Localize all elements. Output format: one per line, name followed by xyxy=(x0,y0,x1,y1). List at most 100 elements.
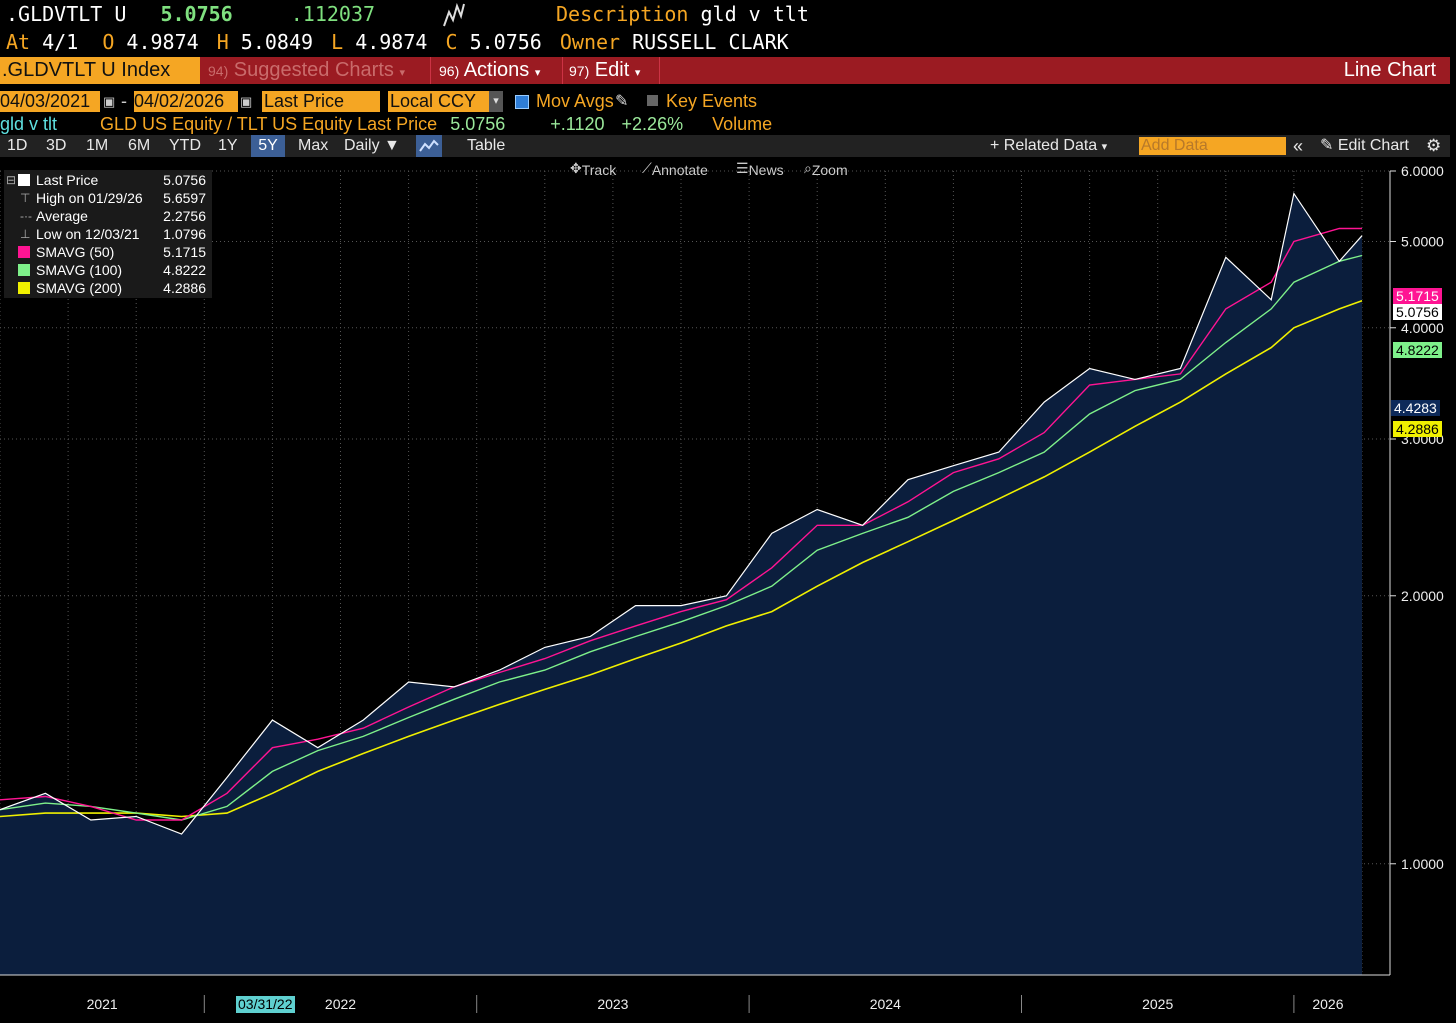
open-value: 4.9874 xyxy=(126,30,199,54)
calendar-icon[interactable]: ▣ xyxy=(103,94,116,109)
track-tool[interactable]: ✥ Track xyxy=(570,160,617,178)
period-3d[interactable]: 3D xyxy=(46,137,67,154)
chevron-down-icon: ▾ xyxy=(1101,141,1108,153)
news-label: News xyxy=(748,162,784,178)
edit-chart-label: Edit Chart xyxy=(1337,137,1409,154)
currency-select[interactable]: Local CCY xyxy=(388,91,490,112)
close-value: 5.0756 xyxy=(469,30,542,54)
edit-label: Edit xyxy=(594,59,630,81)
collapse-icon[interactable]: « xyxy=(1293,136,1304,156)
start-date-input[interactable]: 04/03/2021 xyxy=(0,91,100,112)
suggested-charts-menu[interactable]: 94) Suggested Charts ▾ xyxy=(202,57,430,84)
sma50-line xyxy=(0,227,1362,821)
legend-sma50: SMAVG (50) 5.1715 xyxy=(4,243,212,261)
legend-label: Low on 12/03/21 xyxy=(36,226,140,242)
description-value: gld v tlt xyxy=(700,2,809,26)
last-price-flag: 5.0756 xyxy=(1393,304,1442,320)
period-ytd[interactable]: YTD xyxy=(169,137,201,154)
crosshair-flag: 4.4283 xyxy=(1391,400,1440,416)
edit-chart-button[interactable]: ✎ Edit Chart xyxy=(1320,135,1409,157)
frequency-label: Daily xyxy=(344,137,380,154)
chart-toolbar: 1D 3D 1M 6M YTD 1Y 5Y Max Daily ▼ Table … xyxy=(0,135,1450,157)
field-select[interactable]: Last Price xyxy=(262,91,380,112)
annotate-tool[interactable]: ⟋ Annotate xyxy=(642,160,708,178)
legend-sma200: SMAVG (200) 4.2886 xyxy=(4,279,212,297)
legend-swatch xyxy=(18,246,30,258)
expand-icon[interactable]: ⊟ xyxy=(6,173,17,187)
y-tick-label: 1.0000 xyxy=(1401,856,1444,872)
chevron-down-icon[interactable]: ▾ xyxy=(489,91,503,112)
cursor-date-flag: 03/31/22 xyxy=(236,996,295,1013)
legend-value: 5.0756 xyxy=(163,172,206,188)
suggested-label: Suggested Charts xyxy=(233,59,394,81)
key-events-checkbox[interactable] xyxy=(647,95,658,106)
owner-label: Owner xyxy=(559,30,621,54)
actions-menu[interactable]: 96) Actions ▾ xyxy=(430,57,565,84)
chevron-down-icon: ▾ xyxy=(634,67,641,79)
price-line xyxy=(0,192,1363,835)
legend-label: High on 01/29/26 xyxy=(36,190,143,206)
track-label: Track xyxy=(581,162,617,178)
series-description: GLD US Equity / TLT US Equity Last Price xyxy=(100,114,438,134)
news-tool[interactable]: ☰ News xyxy=(736,160,784,178)
menu-bar: .GLDVTLT U Index 94) Suggested Charts ▾ … xyxy=(0,57,1450,84)
legend-swatch xyxy=(18,174,30,186)
legend-value: 2.2756 xyxy=(163,208,206,224)
price-area xyxy=(0,193,1362,976)
period-1y[interactable]: 1Y xyxy=(218,137,238,154)
legend-value: 4.8222 xyxy=(163,262,206,278)
period-5y[interactable]: 5Y xyxy=(251,135,285,157)
period-6m[interactable]: 6M xyxy=(128,137,151,154)
frequency-select[interactable]: Daily ▼ xyxy=(344,135,400,157)
period-1d[interactable]: 1D xyxy=(7,137,28,154)
mov-avgs-checkbox[interactable] xyxy=(515,95,529,109)
legend-average: -·- Average 2.2756 xyxy=(4,207,212,225)
legend-high: ⊤ High on 01/29/26 5.6597 xyxy=(4,189,212,207)
mini-chart-icon xyxy=(443,2,465,27)
ticker: .GLDVTLT U xyxy=(6,2,127,26)
series-change-pct: +2.26% xyxy=(621,114,684,134)
open-label: O xyxy=(102,30,115,54)
pencil-icon[interactable]: ✎ xyxy=(615,93,629,110)
legend-label: Last Price xyxy=(36,172,99,188)
x-tick-label: 2022 xyxy=(325,996,356,1012)
zoom-tool[interactable]: ⌕ Zoom xyxy=(804,160,848,178)
owner-value: RUSSELL CLARK xyxy=(632,30,789,54)
series-name: gld v tlt xyxy=(0,114,58,134)
y-tick-label: 5.0000 xyxy=(1401,233,1444,249)
legend-swatch xyxy=(18,264,30,276)
x-tick-label: 2025 xyxy=(1142,996,1173,1012)
date-separator: - xyxy=(121,91,127,111)
low-label: L xyxy=(331,30,344,54)
period-1m[interactable]: 1M xyxy=(86,137,109,154)
legend-label: SMAVG (50) xyxy=(36,244,115,260)
chart-legend: ⊟ Last Price 5.0756 ⊤ High on 01/29/26 5… xyxy=(4,170,212,298)
related-data-menu[interactable]: + Related Data ▾ xyxy=(990,135,1107,157)
calendar-icon[interactable]: ▣ xyxy=(240,94,253,109)
sma100-line xyxy=(0,254,1363,821)
end-date-input[interactable]: 04/02/2026 xyxy=(134,91,238,112)
chevron-down-icon: ▾ xyxy=(534,67,541,79)
at-label: At xyxy=(6,30,31,54)
high-marker-icon: ⊤ xyxy=(20,191,31,205)
zoom-label: Zoom xyxy=(811,162,848,178)
y-tick-label: 6.0000 xyxy=(1401,163,1444,179)
security-field[interactable]: .GLDVTLT U Index xyxy=(0,57,200,84)
key-events-label: Key Events xyxy=(666,91,758,111)
line-chart-icon[interactable] xyxy=(416,135,442,157)
high-value: 5.0849 xyxy=(240,30,314,54)
price-chart[interactable]: 1.00002.00003.00004.00005.00006.00002021… xyxy=(0,157,1456,1023)
legend-label: Average xyxy=(36,208,88,224)
x-tick-label: 2023 xyxy=(597,996,628,1012)
add-data-input[interactable]: Add Data xyxy=(1139,137,1286,155)
table-button[interactable]: Table xyxy=(467,137,506,154)
series-change: +.1120 xyxy=(550,114,605,134)
volume-label[interactable]: Volume xyxy=(712,114,773,134)
period-max[interactable]: Max xyxy=(298,137,329,154)
suggested-num: 94) xyxy=(208,63,229,79)
gear-icon[interactable]: ⚙ xyxy=(1426,136,1442,155)
legend-low: ⊥ Low on 12/03/21 1.0796 xyxy=(4,225,212,243)
low-value: 4.9874 xyxy=(355,30,428,54)
annotate-label: Annotate xyxy=(651,162,708,178)
edit-menu[interactable]: 97) Edit ▾ xyxy=(562,57,660,84)
